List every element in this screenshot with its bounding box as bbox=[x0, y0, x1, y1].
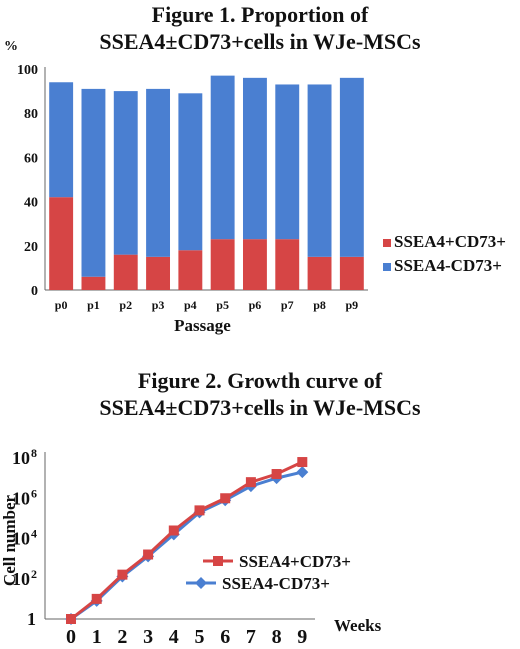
fig1-bar-segment bbox=[81, 88, 106, 277]
fig1-bar-segment bbox=[178, 250, 203, 290]
fig1-x-tick-label: p5 bbox=[216, 298, 229, 312]
fig2-y-tick-exponent: 6 bbox=[31, 486, 37, 500]
fig2-data-point bbox=[271, 469, 282, 480]
fig2-data-point bbox=[143, 549, 154, 560]
fig1-bar-segment bbox=[113, 254, 138, 290]
fig1-y-tick-label: 0 bbox=[31, 284, 38, 299]
fig1-bar-segment bbox=[210, 239, 235, 290]
fig1-bar-segment bbox=[242, 239, 267, 290]
fig2-x-tick-label: 9 bbox=[297, 626, 307, 648]
fig1-y-axis-label: % bbox=[4, 39, 18, 54]
figure1-title: Figure 1. Proportion of bbox=[151, 2, 369, 27]
fig2-data-point bbox=[297, 457, 308, 468]
fig1-bar-segment bbox=[210, 75, 235, 240]
fig1-legend-label: SSEA4+CD73+ bbox=[394, 232, 506, 251]
fig2-y-axis-label: Cell number bbox=[0, 494, 19, 586]
fig2-data-point bbox=[168, 525, 179, 536]
fig1-legend-swatch bbox=[383, 239, 391, 247]
fig1-bar-segment bbox=[339, 77, 364, 257]
fig2-x-tick-label: 2 bbox=[117, 626, 127, 648]
fig1-legend-label: SSEA4-CD73+ bbox=[394, 256, 502, 275]
fig1-bar-segment bbox=[49, 197, 74, 290]
fig2-y-tick-exponent: 4 bbox=[31, 527, 37, 541]
fig2-x-tick-label: 7 bbox=[246, 626, 256, 648]
fig2-data-point bbox=[194, 505, 205, 516]
fig2-x-tick-label: 1 bbox=[92, 626, 102, 648]
fig2-x-tick-label: 5 bbox=[195, 626, 205, 648]
fig1-bar-segment bbox=[146, 88, 171, 257]
fig1-bar-segment bbox=[242, 77, 267, 240]
fig2-data-point bbox=[117, 569, 128, 580]
fig2-legend-label: SSEA4+CD73+ bbox=[239, 552, 351, 571]
fig1-x-tick-label: p7 bbox=[281, 298, 294, 312]
fig2-legend-marker bbox=[195, 577, 207, 589]
fig2-series-line bbox=[70, 460, 303, 621]
fig2-y-tick-label: 1 bbox=[27, 609, 36, 629]
fig2-legend-marker bbox=[213, 556, 223, 566]
fig2-data-point bbox=[296, 466, 309, 479]
fig2-series-line bbox=[70, 470, 303, 621]
fig1-bar-segment bbox=[81, 276, 106, 290]
fig1-y-tick-label: 20 bbox=[24, 240, 38, 255]
fig2-y-tick-exponent: 8 bbox=[31, 446, 37, 460]
figure1-subtitle: SSEA4±CD73+cells in WJe-MSCs bbox=[99, 29, 421, 54]
figure2-subtitle: SSEA4±CD73+cells in WJe-MSCs bbox=[99, 395, 421, 420]
fig1-x-tick-label: p6 bbox=[249, 298, 262, 312]
fig1-bar-segment bbox=[275, 84, 300, 240]
fig2-y-tick-label: 10 bbox=[12, 488, 30, 508]
fig2-y-tick-exponent: 2 bbox=[31, 567, 37, 581]
fig1-x-tick-label: p9 bbox=[346, 298, 359, 312]
fig2-data-point bbox=[245, 477, 256, 488]
fig1-legend-swatch bbox=[383, 263, 391, 271]
fig1-bar-segment bbox=[307, 256, 332, 290]
fig2-x-tick-label: 3 bbox=[143, 626, 153, 648]
fig1-y-tick-label: 80 bbox=[24, 107, 38, 122]
fig1-x-tick-label: p1 bbox=[87, 298, 100, 312]
fig1-x-tick-label: p2 bbox=[119, 298, 132, 312]
fig1-bar-segment bbox=[178, 93, 203, 251]
fig2-x-tick-label: 0 bbox=[66, 626, 76, 648]
fig1-y-tick-label: 100 bbox=[17, 63, 38, 78]
fig1-x-tick-label: p8 bbox=[313, 298, 326, 312]
fig1-x-axis-label: Passage bbox=[174, 316, 231, 335]
fig1-x-tick-label: p0 bbox=[55, 298, 68, 312]
fig2-data-point bbox=[220, 493, 231, 504]
fig1-x-tick-label: p3 bbox=[152, 298, 165, 312]
fig2-x-tick-label: 4 bbox=[169, 626, 179, 648]
fig1-bar-segment bbox=[307, 84, 332, 257]
fig2-y-tick-label: 10 bbox=[12, 529, 30, 549]
fig1-y-tick-label: 40 bbox=[24, 196, 38, 211]
fig2-x-tick-label: 8 bbox=[272, 626, 282, 648]
fig1-bar-segment bbox=[49, 82, 74, 198]
fig2-y-tick-label: 10 bbox=[12, 448, 30, 468]
fig1-bar-segment bbox=[339, 256, 364, 290]
fig1-y-tick-label: 60 bbox=[24, 151, 38, 166]
fig1-x-tick-label: p4 bbox=[184, 298, 197, 312]
figure2-title: Figure 2. Growth curve of bbox=[137, 368, 383, 393]
fig2-data-point bbox=[66, 614, 76, 624]
fig1-bar-segment bbox=[146, 256, 171, 290]
fig1-bar-segment bbox=[275, 239, 300, 290]
fig2-data-point bbox=[91, 593, 102, 604]
fig2-x-tick-label: 6 bbox=[220, 626, 230, 648]
fig2-y-tick-label: 10 bbox=[12, 569, 30, 589]
fig1-bar-segment bbox=[113, 91, 138, 255]
fig2-x-axis-label: Weeks bbox=[334, 616, 382, 635]
fig2-legend-label: SSEA4-CD73+ bbox=[222, 574, 330, 593]
